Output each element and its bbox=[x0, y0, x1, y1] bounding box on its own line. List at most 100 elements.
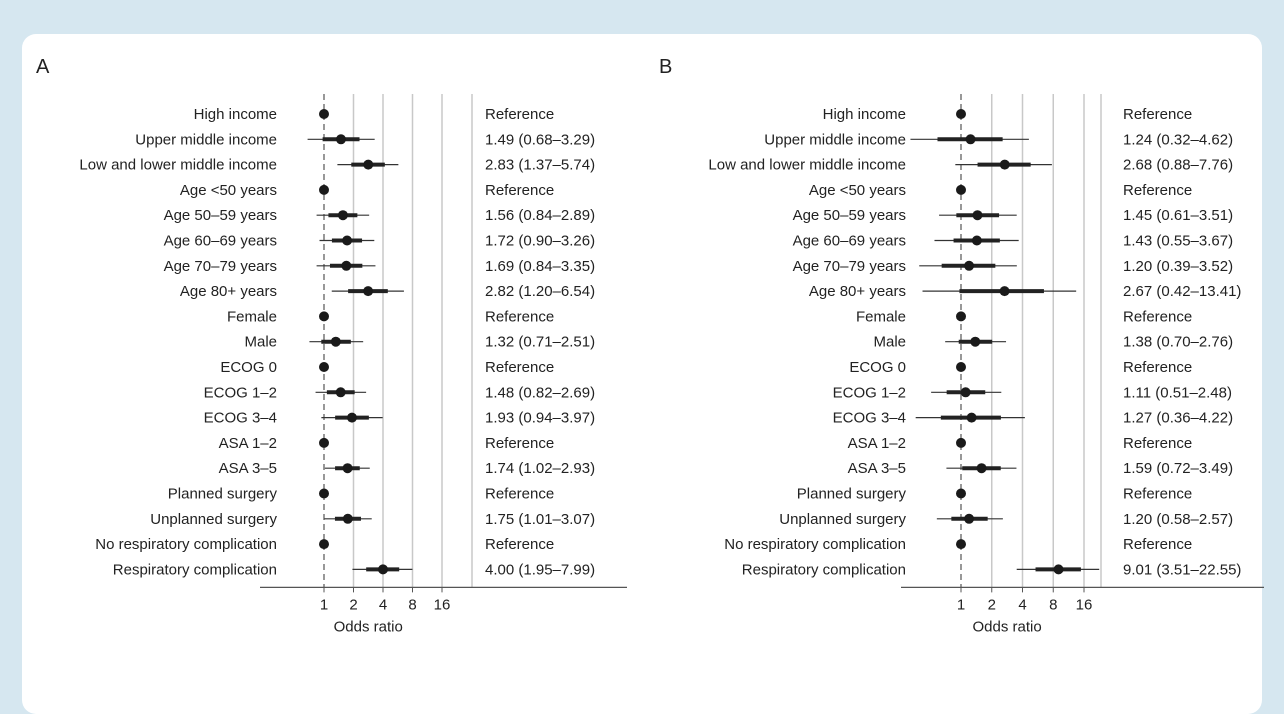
point-estimate bbox=[319, 311, 329, 322]
point-estimate bbox=[1053, 564, 1064, 575]
point-estimate bbox=[319, 539, 329, 550]
point-estimate bbox=[956, 488, 966, 499]
row-label: Upper middle income bbox=[764, 131, 906, 148]
row-label: Female bbox=[227, 308, 277, 325]
row-label: ASA 1–2 bbox=[848, 435, 906, 452]
point-estimate bbox=[956, 362, 966, 372]
point-estimate bbox=[335, 387, 346, 398]
row-estimate-text: Reference bbox=[1123, 308, 1192, 325]
row-estimate-text: 1.74 (1.02–2.93) bbox=[485, 460, 595, 477]
row-estimate-text: Reference bbox=[485, 435, 554, 452]
row-estimate-text: 1.27 (0.36–4.22) bbox=[1123, 410, 1233, 427]
row-label: Unplanned surgery bbox=[150, 511, 277, 528]
row-estimate-text: Reference bbox=[485, 486, 554, 503]
point-estimate bbox=[342, 235, 353, 246]
point-estimate bbox=[363, 286, 374, 297]
row-label: High income bbox=[823, 106, 906, 123]
row-label: Female bbox=[856, 308, 906, 325]
point-estimate bbox=[972, 210, 983, 221]
x-tick-label: 8 bbox=[1049, 596, 1057, 613]
row-label: Age <50 years bbox=[809, 182, 906, 199]
point-estimate bbox=[363, 159, 374, 170]
row-estimate-text: 1.59 (0.72–3.49) bbox=[1123, 460, 1233, 477]
row-label: ECOG 3–4 bbox=[204, 410, 277, 427]
row-label: Low and lower middle income bbox=[708, 157, 906, 174]
x-tick-label: 2 bbox=[988, 596, 996, 613]
row-label: Age 80+ years bbox=[809, 283, 906, 300]
row-label: Age <50 years bbox=[180, 182, 277, 199]
panel-label: B bbox=[659, 56, 673, 78]
row-estimate-text: 1.69 (0.84–3.35) bbox=[485, 258, 595, 275]
point-estimate bbox=[335, 134, 346, 145]
x-tick-label: 16 bbox=[434, 596, 451, 613]
row-estimate-text: Reference bbox=[485, 359, 554, 376]
row-label: Unplanned surgery bbox=[779, 511, 906, 528]
row-estimate-text: 1.48 (0.82–2.69) bbox=[485, 384, 595, 401]
row-label: ASA 3–5 bbox=[848, 460, 906, 477]
point-estimate bbox=[999, 286, 1010, 297]
row-estimate-text: Reference bbox=[1123, 435, 1192, 452]
x-tick-label: 4 bbox=[379, 596, 387, 613]
row-estimate-text: Reference bbox=[1123, 486, 1192, 503]
x-axis-title: Odds ratio bbox=[334, 618, 403, 635]
row-label: Age 60–69 years bbox=[793, 233, 906, 250]
x-tick-label: 8 bbox=[408, 596, 416, 613]
row-estimate-text: Reference bbox=[1123, 359, 1192, 376]
row-label: Male bbox=[244, 334, 277, 351]
point-estimate bbox=[970, 336, 981, 347]
point-estimate bbox=[337, 210, 348, 221]
row-label: Age 80+ years bbox=[180, 283, 277, 300]
panel-label: A bbox=[36, 56, 50, 78]
row-estimate-text: 1.72 (0.90–3.26) bbox=[485, 233, 595, 250]
forest-panel-b: B 1 2 4 8 16 Odds ratio High income Reference Up… bbox=[639, 34, 1264, 691]
row-label: Age 50–59 years bbox=[164, 207, 277, 224]
row-estimate-text: 4.00 (1.95–7.99) bbox=[485, 561, 595, 578]
row-estimate-text: 1.56 (0.84–2.89) bbox=[485, 207, 595, 224]
row-estimate-text: 2.83 (1.37–5.74) bbox=[485, 157, 595, 174]
point-estimate bbox=[956, 184, 966, 195]
row-estimate-text: Reference bbox=[485, 536, 554, 553]
row-label: Respiratory complication bbox=[113, 561, 277, 578]
row-estimate-text: Reference bbox=[1123, 106, 1192, 123]
row-label: Age 70–79 years bbox=[164, 258, 277, 275]
row-label: ECOG 1–2 bbox=[833, 384, 906, 401]
point-estimate bbox=[956, 109, 966, 119]
row-label: Age 50–59 years bbox=[793, 207, 906, 224]
row-label: Planned surgery bbox=[168, 486, 278, 503]
forest-plot-a: 1 2 4 8 16 Odds ratio High income Reference Uppe… bbox=[79, 94, 627, 635]
figure-card: A 1 2 4 8 16 Odds ratio High income Reference Up… bbox=[22, 34, 1264, 714]
point-estimate bbox=[956, 311, 966, 322]
row-label: ECOG 1–2 bbox=[204, 384, 277, 401]
row-label: Planned surgery bbox=[797, 486, 907, 503]
row-label: Age 70–79 years bbox=[793, 258, 906, 275]
row-estimate-text: Reference bbox=[1123, 536, 1192, 553]
row-label: Male bbox=[873, 334, 906, 351]
row-estimate-text: 1.75 (1.01–3.07) bbox=[485, 511, 595, 528]
row-estimate-text: 1.20 (0.58–2.57) bbox=[1123, 511, 1233, 528]
point-estimate bbox=[378, 564, 388, 575]
point-estimate bbox=[964, 260, 975, 271]
row-estimate-text: 1.24 (0.32–4.62) bbox=[1123, 131, 1233, 148]
forest-plot-b: 1 2 4 8 16 Odds ratio High income Reference Uppe… bbox=[708, 94, 1264, 635]
row-estimate-text: Reference bbox=[1123, 182, 1192, 199]
x-tick-label: 2 bbox=[349, 596, 357, 613]
point-estimate bbox=[960, 387, 971, 398]
row-estimate-text: 1.93 (0.94–3.97) bbox=[485, 410, 595, 427]
x-tick-label: 1 bbox=[320, 596, 328, 613]
row-label: High income bbox=[194, 106, 277, 123]
row-label: No respiratory complication bbox=[724, 536, 906, 553]
row-estimate-text: 2.82 (1.20–6.54) bbox=[485, 283, 595, 300]
point-estimate bbox=[965, 134, 976, 145]
row-estimate-text: Reference bbox=[485, 308, 554, 325]
x-tick-label: 16 bbox=[1076, 596, 1093, 613]
row-estimate-text: 1.32 (0.71–2.51) bbox=[485, 334, 595, 351]
point-estimate bbox=[964, 513, 975, 524]
row-label: Age 60–69 years bbox=[164, 233, 277, 250]
row-label: No respiratory complication bbox=[95, 536, 277, 553]
point-estimate bbox=[319, 362, 329, 372]
point-estimate bbox=[971, 235, 982, 246]
point-estimate bbox=[346, 412, 357, 423]
x-tick-label: 1 bbox=[957, 596, 965, 613]
point-estimate bbox=[341, 260, 352, 271]
row-estimate-text: Reference bbox=[485, 106, 554, 123]
